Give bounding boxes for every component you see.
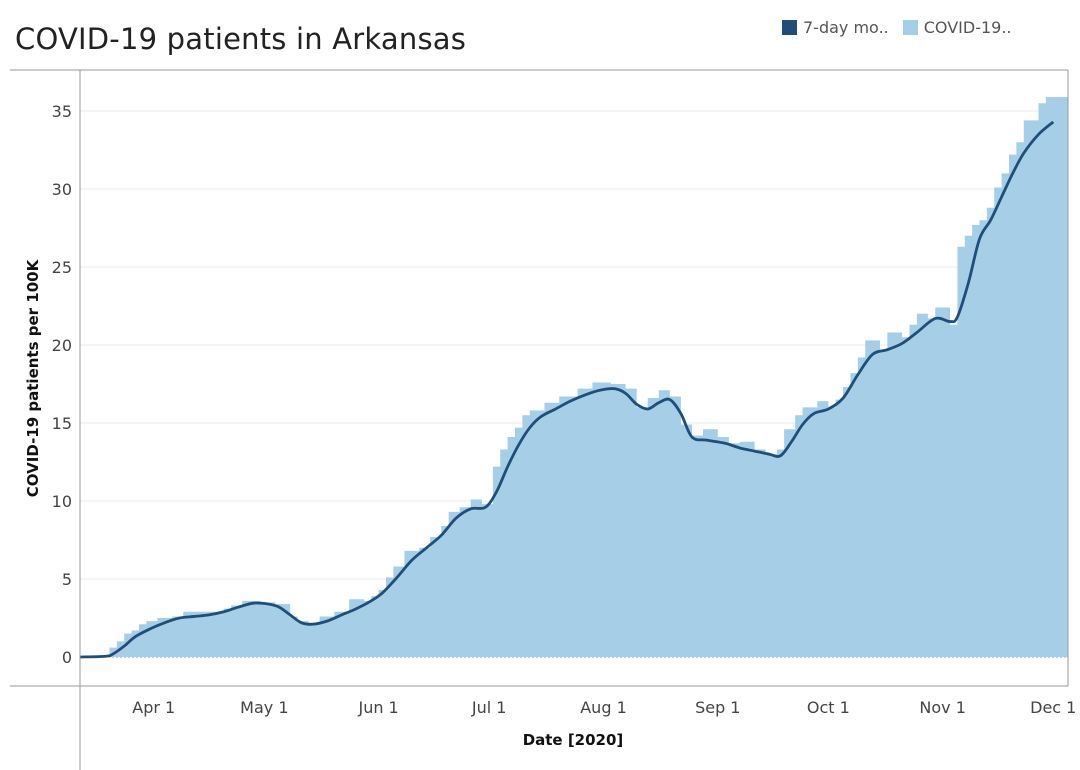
x-tick-label: Jun 1 [357, 698, 398, 717]
y-tick-label: 15 [52, 414, 72, 433]
series-area-patients[interactable] [80, 96, 1068, 657]
y-tick-label: 30 [52, 180, 72, 199]
x-tick-label: Nov 1 [919, 698, 966, 717]
x-tick-label: Sep 1 [695, 698, 740, 717]
y-axis-label: COVID-19 patients per 100K [24, 258, 42, 497]
legend-label-patients: COVID-19.. [923, 18, 1012, 37]
legend: 7-day mo.. COVID-19.. [782, 18, 1012, 37]
x-tick-label: May 1 [240, 698, 288, 717]
legend-item-patients[interactable]: COVID-19.. [902, 18, 1012, 37]
y-tick-label: 10 [52, 492, 72, 511]
y-tick-label: 25 [52, 258, 72, 277]
legend-label-moving-average: 7-day mo.. [803, 18, 889, 37]
y-tick-label: 35 [52, 102, 72, 121]
y-tick-label: 20 [52, 336, 72, 355]
x-tick-label: Apr 1 [132, 698, 175, 717]
y-axis: 0 5 10 15 20 25 30 35 [52, 102, 72, 667]
legend-swatch-moving-average [782, 20, 797, 35]
series-line-moving-average[interactable] [79, 120, 1055, 659]
x-axis: Apr 1 May 1 Jun 1 Jul 1 Aug 1 Sep 1 Oct 1 Nov 1… [132, 698, 1076, 717]
plot-frame [10, 69, 1069, 770]
x-tick-label: Dec 1 [1030, 698, 1076, 717]
y-tick-label: 5 [62, 570, 72, 589]
x-axis-label: Date [2020] [523, 731, 624, 749]
x-tick-label: Aug 1 [580, 698, 627, 717]
x-tick-label: Jul 1 [471, 698, 507, 717]
legend-swatch-patients [902, 20, 918, 35]
x-tick-label: Oct 1 [807, 698, 850, 717]
y-tick-label: 0 [62, 648, 72, 667]
chart-title: COVID-19 patients in Arkansas [15, 22, 467, 56]
legend-item-moving-average[interactable]: 7-day mo.. [782, 18, 889, 37]
